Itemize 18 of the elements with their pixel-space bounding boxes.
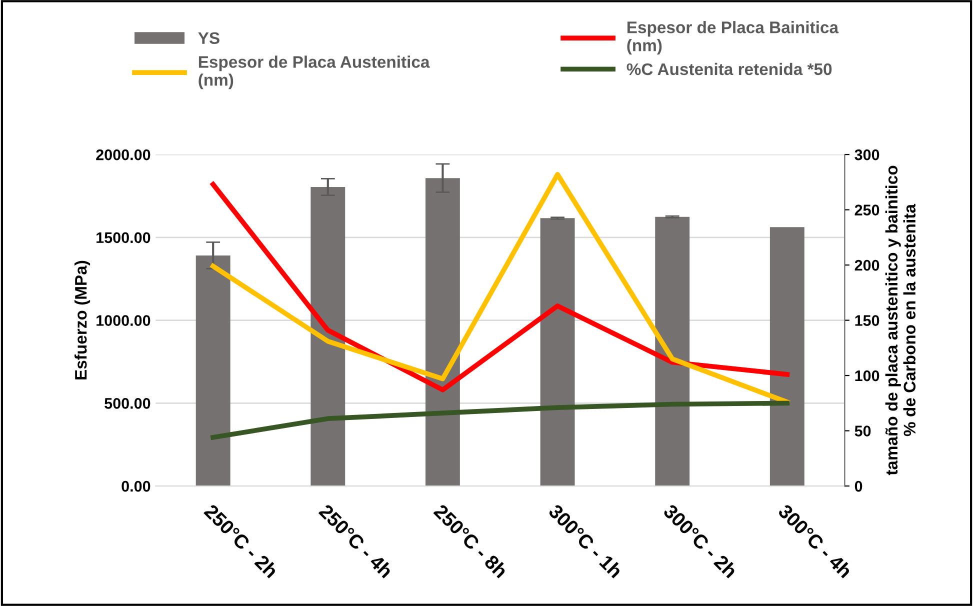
y-tick-label: 500.00 <box>104 398 150 409</box>
legend-label: Espesor de Placa Austenitica (nm) <box>198 56 430 90</box>
legend-label: %C Austenita retenida *50 <box>626 62 832 76</box>
y2-tick-label: 250 <box>854 204 880 216</box>
legend-label: Espesor de Placa Bainitica (nm) <box>627 21 839 55</box>
legend-label: YS <box>198 32 220 44</box>
y2-tick-label: 50 <box>854 426 871 436</box>
y2-tick-label: 0 <box>854 480 862 492</box>
y-tick-label: 0.00 <box>122 480 150 492</box>
y2-tick-label: 300 <box>854 149 880 160</box>
y-tick-label: 1500.00 <box>96 232 150 244</box>
y2-tick-label: 200 <box>854 260 880 271</box>
y2-axis-title: tamaño de placa austenitico y bainitico % de Carbono en la austenita <box>885 166 916 476</box>
y2-tick-label: 150 <box>855 315 880 326</box>
y2-tick-label: 100 <box>855 370 880 382</box>
y-axis-title: Esfuerzo (MPa) <box>74 260 90 380</box>
y-tick-label: 2000.00 <box>96 149 150 160</box>
y-tick-label: 1000.00 <box>96 315 150 326</box>
